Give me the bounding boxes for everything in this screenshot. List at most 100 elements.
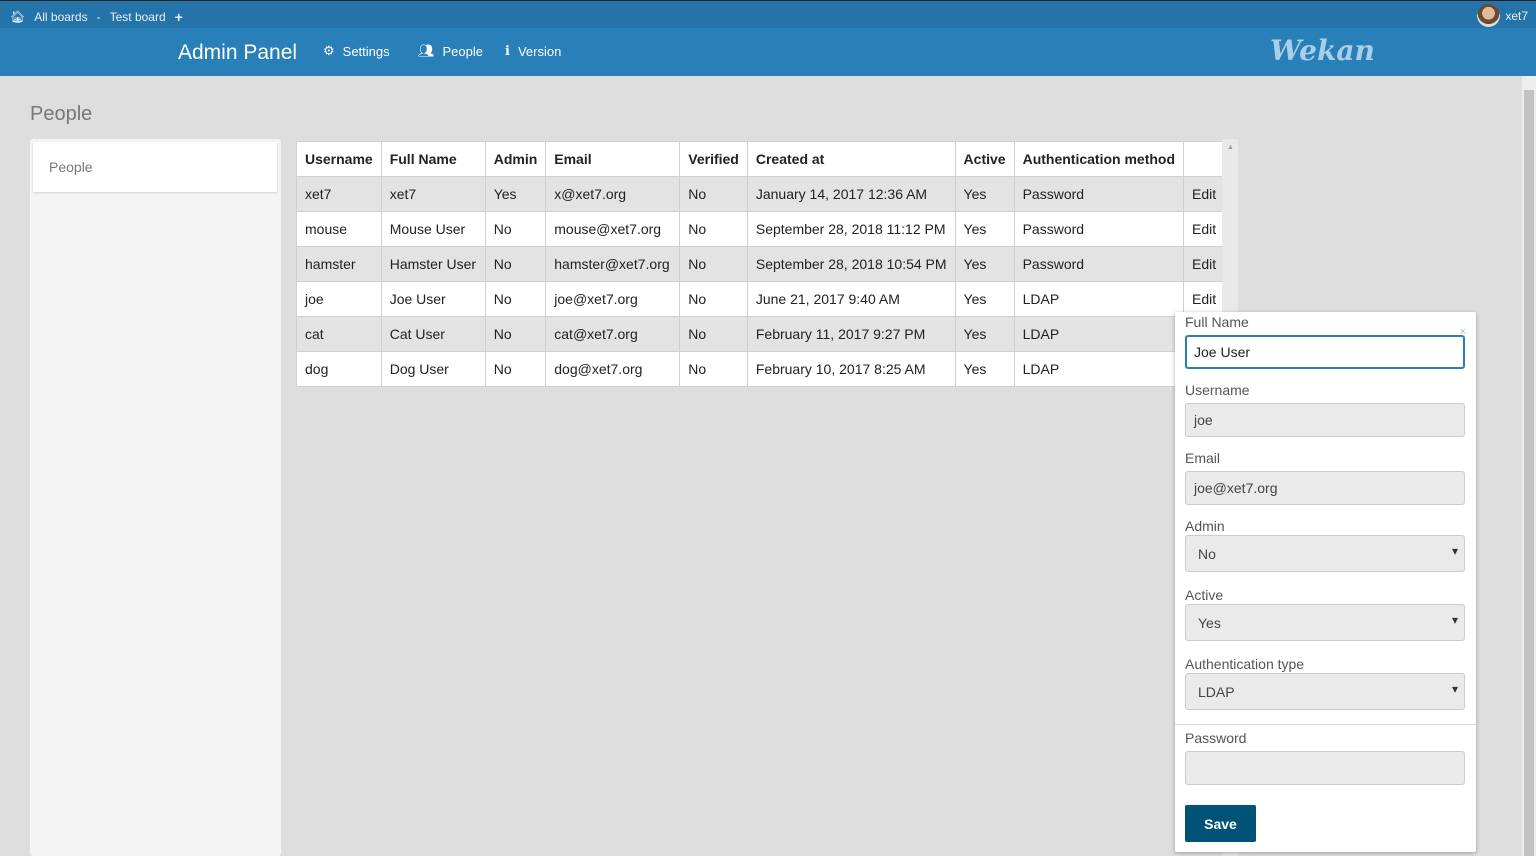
table-cell: mouse@xet7.org [545,211,681,247]
table-cell: joe [296,281,382,317]
username[interactable]: xet7 [1505,8,1528,23]
email-input[interactable]: joe@xet7.org [1185,471,1465,505]
table-cell: Password [1013,246,1185,282]
email-label: Email [1185,450,1221,466]
sidebar-item-people[interactable]: People [33,142,277,192]
column-header: Username [296,141,382,177]
table-cell: mouse [296,211,382,247]
all-boards-link[interactable]: All boards [34,10,88,24]
avatar[interactable] [1477,4,1501,27]
active-select[interactable]: Yes [1185,604,1465,641]
table-cell: Yes [954,176,1015,212]
table-cell: LDAP [1013,351,1185,387]
board-link[interactable]: Test board [109,10,166,24]
wekan-logo: Wekan [1270,34,1375,67]
table-row: hamster Hamster User No hamster@xet7.org No S… [296,246,1227,282]
table-cell: dog [296,351,382,387]
table-cell: June 21, 2017 9:40 AM [746,281,956,317]
column-header: Full Name [380,141,486,177]
table-cell: xet7 [296,176,382,212]
auth-type-select[interactable]: LDAP [1185,673,1465,710]
edit-link[interactable]: Edit [1183,211,1227,247]
edit-link[interactable]: Edit [1183,246,1227,282]
table-cell: joe@xet7.org [545,281,681,317]
table-cell: Joe User [380,281,486,317]
nav-version-label: Version [517,43,562,59]
home-icon[interactable]: 🏠︎ [10,10,26,24]
table-cell: February 10, 2017 8:25 AM [746,351,956,387]
nav-version[interactable]: ℹ Version [505,43,561,59]
table-cell: No [484,211,547,247]
add-board-icon[interactable]: + [174,9,183,25]
table-cell: Dog User [380,351,486,387]
sidebar: People [30,139,281,856]
table-cell: No [484,351,547,387]
table-cell: February 11, 2017 9:27 PM [746,316,956,352]
table-cell: Yes [954,316,1015,352]
table-cell: cat [296,316,382,352]
table-cell: Password [1013,211,1185,247]
fullname-input[interactable]: Joe User [1185,335,1465,369]
nav-people[interactable]: 👥︎ People [418,43,483,59]
table-cell: No [679,281,748,317]
column-header: Admin [484,141,547,177]
table-cell: Hamster User [380,246,486,282]
column-header: Verified [679,141,748,177]
table-row: mouse Mouse User No mouse@xet7.org No Septemb… [296,211,1227,247]
nav-settings[interactable]: ⚙ Settings [323,43,390,59]
table-cell: hamster@xet7.org [545,246,681,282]
table-cell: Yes [954,211,1015,247]
admin-nav: Admin Panel ⚙ Settings 👥︎ People ℹ Version … [0,28,1536,76]
table-row: cat Cat User No cat@xet7.org No February 11, … [296,316,1226,352]
top-bar: 🏠︎ All boards - Test board + xet7 [0,0,1536,28]
edit-link[interactable]: Edit [1183,176,1227,212]
info-icon: ℹ [505,43,510,58]
people-table: Username Full Name Admin Email Verified Creat… [296,141,1227,387]
users-icon: 👥︎ [418,43,435,58]
table-cell: September 28, 2018 10:54 PM [746,246,956,282]
table-cell: Cat User [380,316,486,352]
admin-label: Admin [1185,518,1225,534]
table-cell: Mouse User [380,211,486,247]
table-cell: Password [1013,176,1185,212]
column-header: Email [545,141,681,177]
table-cell: No [484,316,547,352]
table-cell: LDAP [1013,281,1185,317]
table-cell: Yes [954,281,1015,317]
auth-type-label: Authentication type [1185,656,1305,672]
table-cell: No [679,246,748,282]
table-cell: No [679,211,748,247]
page-scrollbar[interactable] [1522,76,1536,856]
table-cell: No [679,176,748,212]
table-cell: dog@xet7.org [545,351,681,387]
table-cell: No [484,281,547,317]
table-cell: No [484,246,547,282]
admin-select[interactable]: No [1185,535,1465,572]
page-heading: Admin Panel [178,41,298,64]
table-cell: Yes [954,246,1015,282]
nav-people-label: People [442,43,483,59]
user-menu[interactable]: xet7 [1477,4,1528,27]
table-cell: January 14, 2017 12:36 AM [746,176,956,212]
edit-user-popup: × Full Name Joe User Username joe Email … [1175,312,1476,852]
table-row: dog Dog User No dog@xet7.org No February 10, … [296,351,1226,387]
save-button[interactable]: Save [1185,805,1256,842]
column-header: Created at [746,141,956,177]
breadcrumb-separator: - [96,10,101,24]
active-label: Active [1185,587,1224,603]
username-label: Username [1185,382,1250,398]
gear-icon: ⚙ [323,43,335,58]
table-cell: Yes [954,351,1015,387]
table-cell: LDAP [1013,316,1185,352]
close-icon[interactable]: × [1459,326,1466,338]
table-cell: No [679,316,748,352]
table-cell: No [679,351,748,387]
table-row: joe Joe User No joe@xet7.org No June 21, 2017… [296,281,1227,317]
column-header [1183,141,1227,177]
table-cell: Yes [484,176,547,212]
username-input[interactable]: joe [1185,403,1465,437]
table-cell: cat@xet7.org [545,316,681,352]
edit-link[interactable]: Edit [1183,281,1227,317]
password-input[interactable] [1185,751,1465,785]
table-cell: hamster [296,246,382,282]
